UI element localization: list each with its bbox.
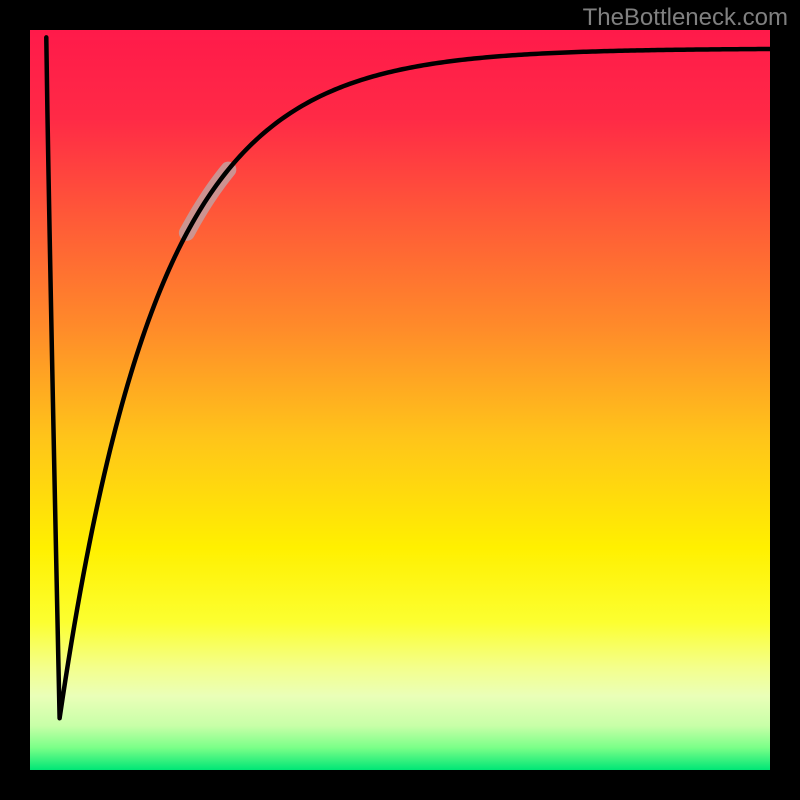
plot-background (30, 30, 770, 770)
watermark-text: TheBottleneck.com (583, 4, 788, 32)
chart-svg (0, 0, 800, 800)
bottleneck-chart: TheBottleneck.com (0, 0, 800, 800)
